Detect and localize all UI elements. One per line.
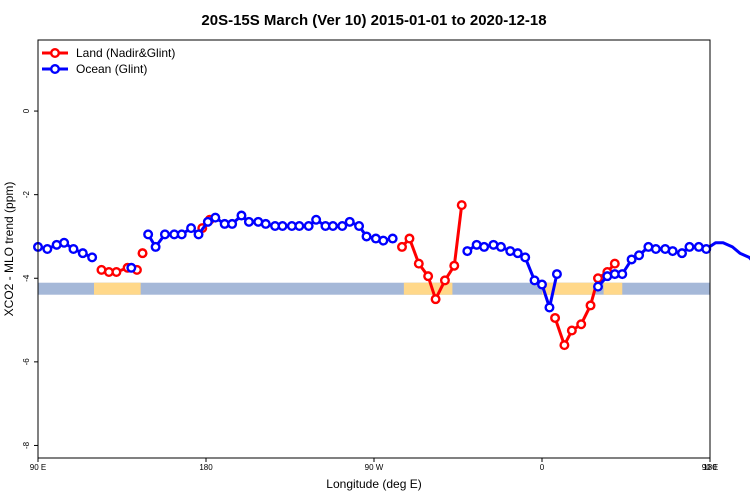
series-1-point: [143, 229, 154, 240]
series-1-point: [354, 221, 365, 232]
series-1-point: [77, 248, 88, 259]
series-1-point: [520, 252, 531, 263]
legend-ocean-label: Ocean (Glint): [76, 62, 147, 76]
series-1-point: [126, 262, 137, 273]
series-1-point: [529, 275, 540, 286]
series-1-point: [462, 246, 473, 257]
series-1-point: [593, 281, 604, 292]
chart-title: 20S-15S March (Ver 10) 2015-01-01 to 202…: [201, 12, 546, 29]
series-0-point: [566, 325, 577, 336]
series-1-point: [42, 243, 53, 254]
series-1-point: [677, 248, 688, 259]
legend-ocean-marker: [50, 63, 61, 74]
series-0-point: [404, 233, 415, 244]
series-1-point: [193, 229, 204, 240]
series-1-point: [337, 221, 348, 232]
y-tick-label: -6: [22, 358, 31, 366]
series-0-point: [576, 319, 587, 330]
series-1-point: [378, 235, 389, 246]
series-0-point: [423, 271, 434, 282]
series-0-point: [430, 294, 441, 305]
series-1-point: [311, 214, 322, 225]
series-1-point: [186, 223, 197, 234]
series-1-point: [701, 243, 712, 254]
series-1-point: [210, 212, 221, 223]
legend-land-marker: [50, 48, 61, 59]
y-tick-label: -8: [22, 441, 31, 449]
series-1-point: [176, 229, 187, 240]
series-1-point: [159, 229, 170, 240]
series-1-point: [277, 221, 288, 232]
series-1-point: [650, 243, 661, 254]
series-0-point: [111, 266, 122, 277]
series-1-point: [479, 241, 490, 252]
series-1-point: [667, 246, 678, 257]
series-0-point: [585, 300, 596, 311]
series-1-point: [495, 241, 506, 252]
series-1-point: [344, 216, 355, 227]
y-tick-label: 0: [22, 108, 31, 113]
series-1-point: [294, 221, 305, 232]
land-band-3: [603, 282, 623, 295]
series-1-point: [544, 302, 555, 313]
land-band-2: [542, 282, 595, 295]
series-1-point: [387, 233, 398, 244]
series-0-point: [397, 241, 408, 252]
series-1-point: [327, 221, 338, 232]
series-1-point: [87, 252, 98, 263]
series-0: [96, 200, 620, 351]
series-1-point: [202, 216, 213, 227]
land-band-0: [94, 282, 141, 295]
series-1-point: [634, 250, 645, 261]
series-layer: [33, 200, 750, 351]
surface-band: [38, 282, 710, 295]
series-1-point: [361, 231, 372, 242]
series-0-point: [559, 340, 570, 351]
series-1-point: [512, 248, 523, 259]
x-tick-label: 0: [540, 463, 545, 472]
series-0-point: [456, 200, 467, 211]
series-1-point: [227, 218, 238, 229]
series-1-point: [59, 237, 70, 248]
x-tick-label: 90 E: [30, 463, 46, 472]
series-1-point: [626, 254, 637, 265]
series-1-point: [150, 241, 161, 252]
x-axis-label: Longitude (deg E): [326, 477, 421, 491]
y-axis: 0 -2 -4 -6 -8: [22, 108, 38, 449]
series-0-point: [550, 312, 561, 323]
series-1-point: [617, 269, 628, 280]
legend-land-label: Land (Nadir&Glint): [76, 46, 175, 60]
series-1: [33, 210, 750, 313]
x-tick-label: 90 W: [365, 463, 384, 472]
series-0-point: [439, 275, 450, 286]
series-0-point: [413, 258, 424, 269]
series-1-point: [260, 218, 271, 229]
series-1-point: [537, 279, 548, 290]
series-0-point: [137, 248, 148, 259]
x-tick-label: 180: [199, 463, 213, 472]
y-tick-label: -4: [22, 274, 31, 282]
series-0-point: [593, 273, 604, 284]
series-0-point: [609, 258, 620, 269]
y-axis-label: XCO2 - MLO trend (ppm): [2, 182, 16, 317]
series-1-point: [243, 216, 254, 227]
series-1-point: [68, 243, 79, 254]
y-tick-label: -2: [22, 191, 31, 199]
x-tick-label: 180: [703, 463, 717, 472]
x-tick-label: 90 E: [702, 463, 718, 472]
series-1-point: [551, 269, 562, 280]
series-1-point: [236, 210, 247, 221]
series-0-point: [449, 260, 460, 271]
series-1-point: [684, 241, 695, 252]
series-1-point: [303, 221, 314, 232]
legend: Land (Nadir&Glint) Ocean (Glint): [42, 46, 175, 76]
